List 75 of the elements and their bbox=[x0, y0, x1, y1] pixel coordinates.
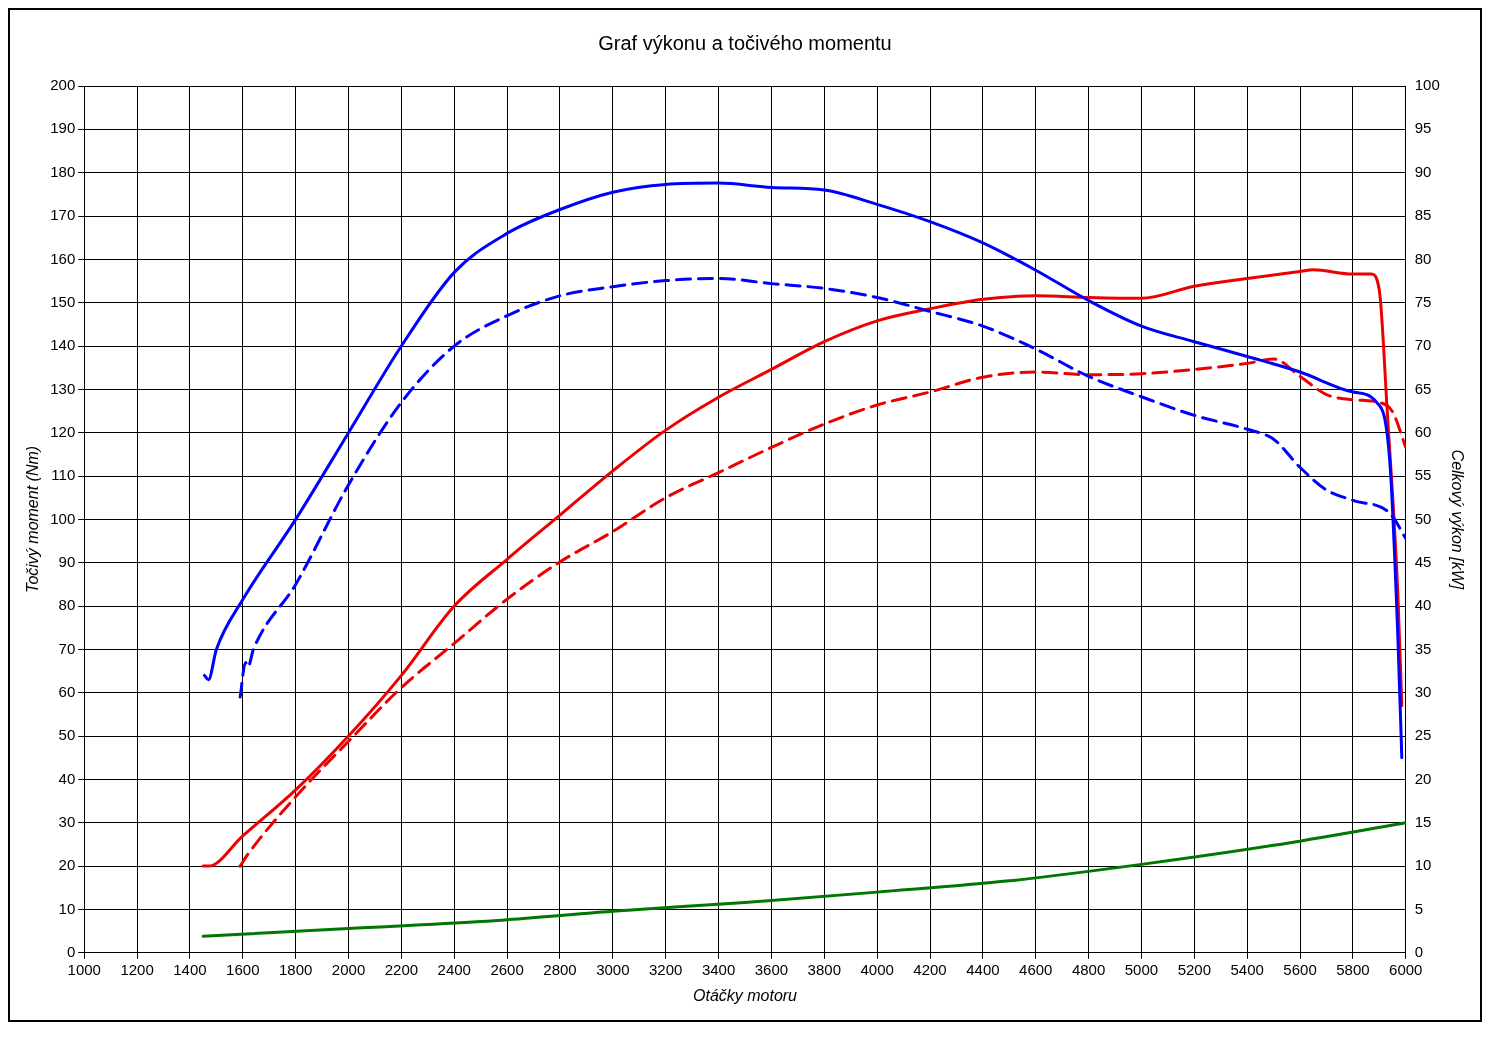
y2-tick-label: 95 bbox=[1414, 119, 1432, 137]
y-tick-label: 80 bbox=[58, 596, 76, 614]
y-tick-label: 200 bbox=[50, 76, 76, 94]
y-tick-label: 90 bbox=[58, 552, 76, 570]
y2-tick-label: 50 bbox=[1414, 509, 1432, 527]
x-tick-label: 5800 bbox=[1336, 960, 1370, 978]
y2-tick-label: 40 bbox=[1414, 596, 1432, 614]
y-axis-title: Točivý moment (Nm) bbox=[24, 445, 42, 593]
x-tick-label: 3800 bbox=[807, 960, 841, 978]
y2-tick-label: 60 bbox=[1414, 422, 1432, 440]
y2-tick-label: 65 bbox=[1414, 379, 1432, 397]
y2-tick-label: 70 bbox=[1414, 336, 1432, 354]
x-tick-label: 1600 bbox=[226, 960, 260, 978]
x-axis-title: Otáčky motoru bbox=[692, 986, 798, 1004]
y2-axis-title: Celkový výkon [kW] bbox=[1448, 449, 1466, 590]
y-tick-label: 120 bbox=[50, 422, 76, 440]
x-tick-label: 5200 bbox=[1177, 960, 1212, 978]
y-tick-label: 110 bbox=[51, 466, 76, 484]
y-tick-label: 30 bbox=[58, 812, 76, 830]
y-tick-label: 190 bbox=[50, 119, 76, 137]
y2-tick-label: 15 bbox=[1414, 812, 1432, 830]
x-tick-label: 1200 bbox=[120, 960, 154, 978]
x-tick-label: 2200 bbox=[384, 960, 419, 978]
y2-tick-label: 75 bbox=[1414, 292, 1432, 310]
x-tick-label: 2400 bbox=[437, 960, 471, 978]
y-tick-label: 60 bbox=[58, 682, 76, 700]
y2-tick-label: 35 bbox=[1414, 639, 1432, 657]
x-tick-label: 6000 bbox=[1389, 960, 1423, 978]
line-series bbox=[201, 268, 1404, 868]
x-tick-label: 4400 bbox=[966, 960, 1000, 978]
x-tick-label: 5000 bbox=[1124, 960, 1159, 978]
y2-tick-label: 100 bbox=[1414, 76, 1440, 94]
x-tick-label: 4800 bbox=[1071, 960, 1106, 978]
chart-title: Graf výkonu a točivého momentu bbox=[598, 31, 892, 54]
x-tick-label: 2600 bbox=[490, 960, 524, 978]
x-tick-label: 1800 bbox=[278, 960, 313, 978]
y2-tick-label: 25 bbox=[1414, 726, 1432, 744]
y-tick-label: 70 bbox=[58, 639, 76, 657]
y2-tick-label: 45 bbox=[1414, 552, 1432, 570]
x-tick-label: 4200 bbox=[913, 960, 947, 978]
x-tick-label: 5600 bbox=[1283, 960, 1317, 978]
y2-tick-label: 90 bbox=[1414, 162, 1432, 180]
x-tick-label: 3200 bbox=[649, 960, 683, 978]
x-tick-label: 3000 bbox=[596, 960, 630, 978]
y2-tick-label: 20 bbox=[1414, 769, 1432, 787]
x-tick-label: 5400 bbox=[1230, 960, 1264, 978]
x-tick-label: 3400 bbox=[701, 960, 736, 978]
y-tick-label: 50 bbox=[58, 726, 76, 744]
y-tick-label: 170 bbox=[50, 206, 76, 224]
line-series bbox=[201, 821, 1406, 938]
x-tick-label: 4600 bbox=[1019, 960, 1053, 978]
y2-tick-label: 85 bbox=[1414, 206, 1432, 224]
y-tick-label: 180 bbox=[50, 162, 76, 180]
x-tick-label: 2800 bbox=[543, 960, 577, 978]
line-series bbox=[202, 181, 1404, 760]
y-tick-label: 150 bbox=[50, 292, 76, 310]
x-tick-label: 2000 bbox=[331, 960, 366, 978]
y-tick-label: 160 bbox=[50, 249, 76, 267]
x-tick-label: 1000 bbox=[67, 960, 101, 978]
y2-tick-label: 5 bbox=[1414, 899, 1424, 917]
x-tick-label: 3600 bbox=[754, 960, 789, 978]
y-tick-label: 0 bbox=[66, 942, 76, 960]
y2-tick-label: 80 bbox=[1414, 249, 1432, 267]
y2-tick-label: 10 bbox=[1414, 856, 1432, 874]
y-tick-label: 130 bbox=[50, 379, 76, 397]
y-tick-label: 100 bbox=[50, 509, 76, 527]
y2-tick-label: 55 bbox=[1414, 466, 1432, 484]
y-tick-label: 140 bbox=[50, 336, 76, 354]
y-tick-label: 10 bbox=[58, 899, 76, 917]
y2-tick-label: 0 bbox=[1414, 942, 1424, 960]
y-tick-label: 20 bbox=[58, 856, 76, 874]
x-tick-label: 4000 bbox=[860, 960, 894, 978]
y-tick-label: 40 bbox=[58, 769, 76, 787]
x-tick-label: 1400 bbox=[173, 960, 207, 978]
y2-tick-label: 30 bbox=[1414, 682, 1432, 700]
